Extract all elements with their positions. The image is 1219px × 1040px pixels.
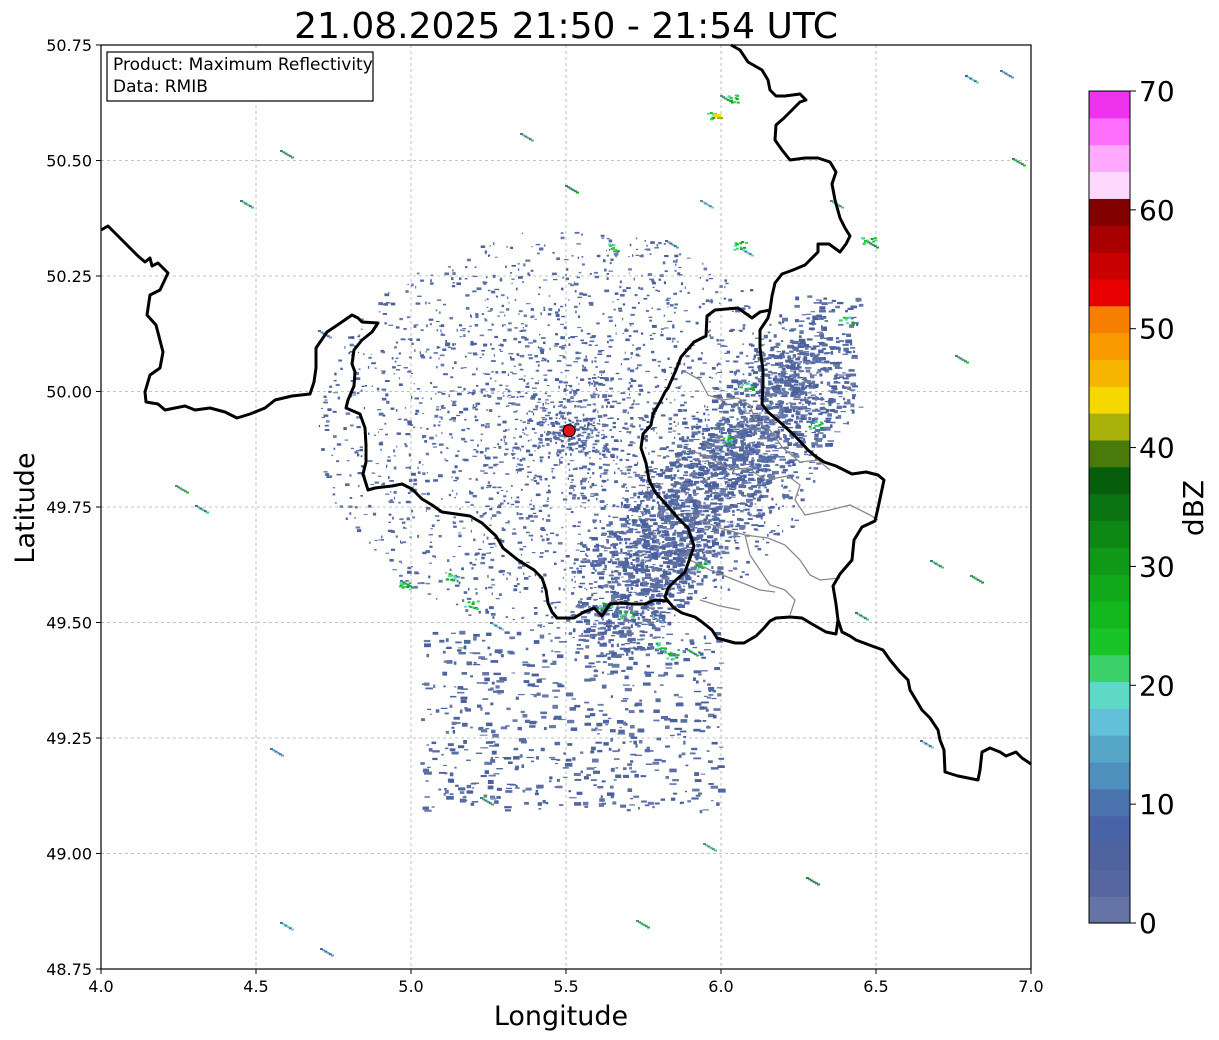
y-tick-label: 49.25: [46, 729, 92, 748]
x-tick-label: 4.0: [88, 977, 113, 996]
colorbar-segment: [1089, 654, 1130, 683]
border-belgium-france-west: [100, 224, 669, 620]
x-tick-label: 5.0: [398, 977, 423, 996]
colorbar-segment: [1089, 815, 1130, 844]
colorbar-tick-label: 50: [1139, 313, 1175, 346]
colorbar-segment: [1089, 466, 1130, 495]
y-axis-label: Latitude: [10, 452, 41, 563]
colorbar-segment: [1089, 493, 1130, 522]
reflectivity-echoes: [175, 70, 1026, 957]
colorbar-segment: [1089, 708, 1130, 736]
y-axis-ticks: 50.75 50.50 50.25 50.00 49.75 49.50 49.25 49.00…: [46, 36, 101, 979]
colorbar-segment: [1089, 735, 1130, 763]
colorbar-segment: [1089, 547, 1130, 575]
product-text: Product: Maximum Reflectivity: [113, 55, 373, 75]
colorbar-segment: [1089, 761, 1130, 790]
colorbar-segment: [1089, 681, 1130, 709]
colorbar-tick-label: 40: [1139, 432, 1175, 465]
y-tick-label: 49.75: [46, 498, 92, 517]
x-tick-label: 6.5: [863, 977, 888, 996]
y-tick-label: 50.25: [46, 267, 92, 286]
data-source-text: Data: RMIB: [113, 77, 208, 97]
colorbar-segment: [1089, 413, 1130, 441]
colorbar-segment: [1089, 439, 1130, 468]
colorbar-segment: [1089, 359, 1130, 387]
colorbar-tick-label: 0: [1139, 907, 1157, 940]
colorbar-tick-label: 70: [1139, 75, 1175, 108]
border-luxembourg: [639, 306, 886, 645]
y-tick-label: 49.00: [46, 845, 92, 864]
colorbar-ticks: 0 10 20 30 40 50 60 70: [1130, 75, 1175, 940]
colorbar-segment: [1089, 896, 1130, 924]
colorbar-tick-label: 10: [1139, 788, 1175, 821]
colorbar-segment: [1089, 91, 1130, 119]
colorbar-segment: [1089, 225, 1130, 253]
colorbar-segment: [1089, 600, 1130, 629]
x-tick-label: 4.5: [243, 977, 268, 996]
y-tick-label: 50.00: [46, 383, 92, 402]
y-tick-label: 48.75: [46, 960, 92, 979]
y-tick-label: 50.75: [46, 36, 92, 55]
colorbar-segment: [1089, 305, 1130, 334]
colorbar-segment: [1089, 198, 1130, 226]
colorbar: [1089, 91, 1130, 924]
colorbar-segment: [1089, 842, 1130, 870]
x-tick-label: 7.0: [1018, 977, 1043, 996]
colorbar-segment: [1089, 278, 1130, 307]
x-tick-label: 6.0: [708, 977, 733, 996]
colorbar-segment: [1089, 144, 1130, 173]
x-axis-label: Longitude: [494, 1001, 628, 1032]
colorbar-segment: [1089, 117, 1130, 146]
y-tick-label: 50.50: [46, 152, 92, 171]
colorbar-frame: [1088, 90, 1131, 924]
colorbar-tick-label: 60: [1139, 194, 1175, 227]
colorbar-segment: [1089, 386, 1130, 414]
colorbar-segment: [1089, 869, 1130, 897]
country-borders: [100, 43, 1032, 782]
colorbar-segment: [1089, 520, 1130, 548]
colorbar-segment: [1089, 252, 1130, 280]
map-title: 21.08.2025 21:50 - 21:54 UTC: [294, 6, 838, 47]
colorbar-segment: [1089, 574, 1130, 602]
colorbar-tick-label: 20: [1139, 669, 1175, 702]
y-tick-label: 49.50: [46, 614, 92, 633]
colorbar-segment: [1089, 627, 1130, 656]
border-germany-north: [730, 43, 852, 311]
colorbar-segment: [1089, 788, 1130, 817]
x-axis-ticks: 4.0 4.5 5.0 5.5 6.0 6.5 7.0: [88, 969, 1044, 996]
colorbar-tick-label: 30: [1139, 550, 1175, 583]
colorbar-segment: [1089, 171, 1130, 199]
product-legend: Product: Maximum Reflectivity Data: RMIB: [106, 51, 374, 102]
x-tick-label: 5.5: [553, 977, 578, 996]
radar-site-marker: [562, 424, 576, 438]
colorbar-segment: [1089, 332, 1130, 360]
region-boundaries: [685, 371, 879, 616]
border-germany-east: [836, 619, 1032, 782]
colorbar-label: dBZ: [1177, 480, 1210, 536]
